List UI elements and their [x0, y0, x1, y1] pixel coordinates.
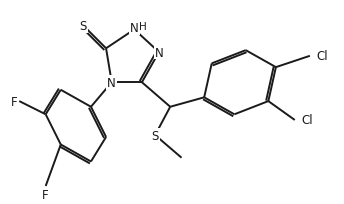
Text: Cl: Cl [302, 114, 313, 127]
Text: F: F [42, 188, 49, 201]
Text: N: N [130, 22, 139, 35]
Text: H: H [139, 21, 147, 31]
Text: N: N [107, 76, 116, 89]
Text: F: F [11, 95, 18, 108]
Text: N: N [154, 46, 163, 59]
Text: Cl: Cl [317, 50, 328, 63]
Text: S: S [80, 20, 87, 33]
Text: S: S [151, 129, 159, 142]
